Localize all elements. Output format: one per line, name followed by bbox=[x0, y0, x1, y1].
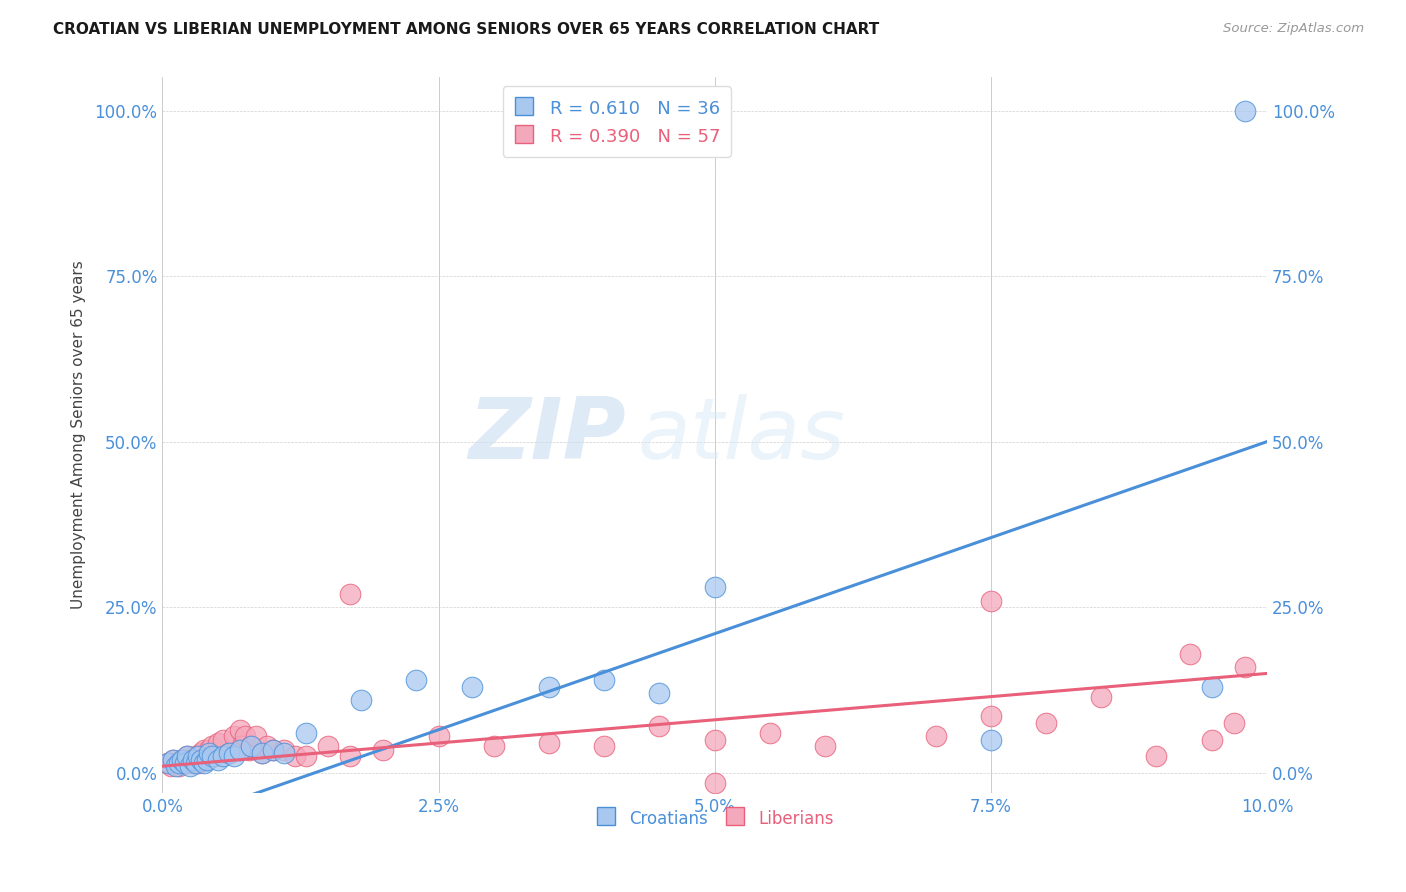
Point bbox=[703, 775, 725, 789]
Point bbox=[1233, 660, 1256, 674]
Point bbox=[295, 726, 318, 740]
Point bbox=[239, 739, 262, 754]
Point bbox=[373, 742, 395, 756]
Point bbox=[648, 686, 671, 700]
Point bbox=[1090, 690, 1112, 704]
Point bbox=[165, 756, 187, 770]
Point bbox=[184, 749, 207, 764]
Point bbox=[212, 749, 235, 764]
Point bbox=[173, 756, 195, 770]
Point bbox=[198, 746, 221, 760]
Point bbox=[537, 736, 560, 750]
Point bbox=[339, 749, 361, 764]
Point bbox=[759, 726, 782, 740]
Point bbox=[204, 749, 226, 764]
Point bbox=[1201, 732, 1223, 747]
Point bbox=[229, 742, 252, 756]
Point bbox=[1222, 716, 1244, 731]
Point bbox=[593, 673, 616, 687]
Point bbox=[250, 746, 273, 760]
Point bbox=[924, 730, 946, 744]
Point bbox=[201, 739, 224, 754]
Point bbox=[193, 742, 215, 756]
Point bbox=[193, 756, 215, 770]
Point bbox=[224, 730, 246, 744]
Point bbox=[350, 693, 373, 707]
Point bbox=[229, 723, 252, 737]
Point bbox=[1178, 647, 1201, 661]
Point bbox=[160, 759, 183, 773]
Point bbox=[405, 673, 427, 687]
Point bbox=[316, 739, 339, 754]
Point bbox=[980, 593, 1002, 607]
Point bbox=[156, 756, 179, 770]
Point bbox=[262, 742, 284, 756]
Point bbox=[703, 580, 725, 594]
Point bbox=[207, 753, 229, 767]
Point bbox=[172, 753, 194, 767]
Point bbox=[284, 749, 307, 764]
Point bbox=[218, 746, 240, 760]
Point bbox=[201, 749, 224, 764]
Point bbox=[162, 753, 184, 767]
Point bbox=[427, 730, 450, 744]
Point bbox=[162, 753, 184, 767]
Point bbox=[195, 753, 218, 767]
Point bbox=[184, 756, 207, 770]
Point bbox=[814, 739, 837, 754]
Point bbox=[245, 730, 267, 744]
Point bbox=[593, 739, 616, 754]
Point bbox=[460, 680, 482, 694]
Point bbox=[167, 756, 190, 770]
Text: Source: ZipAtlas.com: Source: ZipAtlas.com bbox=[1223, 22, 1364, 36]
Point bbox=[183, 756, 205, 770]
Point bbox=[980, 709, 1002, 723]
Text: ZIP: ZIP bbox=[468, 393, 626, 476]
Point bbox=[165, 759, 187, 773]
Point bbox=[250, 746, 273, 760]
Point bbox=[179, 753, 201, 767]
Point bbox=[703, 732, 725, 747]
Y-axis label: Unemployment Among Seniors over 65 years: Unemployment Among Seniors over 65 years bbox=[72, 260, 86, 609]
Point bbox=[172, 753, 194, 767]
Point bbox=[190, 746, 212, 760]
Point bbox=[173, 756, 195, 770]
Point bbox=[648, 719, 671, 733]
Point bbox=[187, 756, 209, 770]
Point bbox=[238, 742, 260, 756]
Point bbox=[167, 759, 190, 773]
Point bbox=[339, 587, 361, 601]
Point bbox=[273, 742, 295, 756]
Point bbox=[207, 736, 229, 750]
Point bbox=[179, 759, 201, 773]
Point bbox=[1201, 680, 1223, 694]
Point bbox=[156, 756, 179, 770]
Point bbox=[273, 746, 295, 760]
Legend: Croatians, Liberians: Croatians, Liberians bbox=[589, 802, 841, 834]
Point bbox=[176, 749, 198, 764]
Point bbox=[198, 742, 221, 756]
Point bbox=[224, 749, 246, 764]
Text: CROATIAN VS LIBERIAN UNEMPLOYMENT AMONG SENIORS OVER 65 YEARS CORRELATION CHART: CROATIAN VS LIBERIAN UNEMPLOYMENT AMONG … bbox=[53, 22, 880, 37]
Text: atlas: atlas bbox=[637, 393, 845, 476]
Point bbox=[190, 753, 212, 767]
Point bbox=[187, 749, 209, 764]
Point bbox=[212, 732, 235, 747]
Point bbox=[239, 739, 262, 754]
Point bbox=[262, 742, 284, 756]
Point bbox=[1035, 716, 1057, 731]
Point bbox=[256, 739, 278, 754]
Point bbox=[537, 680, 560, 694]
Point bbox=[980, 732, 1002, 747]
Point bbox=[233, 730, 256, 744]
Point bbox=[1233, 103, 1256, 118]
Point bbox=[295, 749, 318, 764]
Point bbox=[231, 739, 253, 754]
Point bbox=[195, 753, 218, 767]
Point bbox=[218, 746, 240, 760]
Point bbox=[482, 739, 505, 754]
Point bbox=[1146, 749, 1168, 764]
Point bbox=[183, 753, 205, 767]
Point bbox=[176, 749, 198, 764]
